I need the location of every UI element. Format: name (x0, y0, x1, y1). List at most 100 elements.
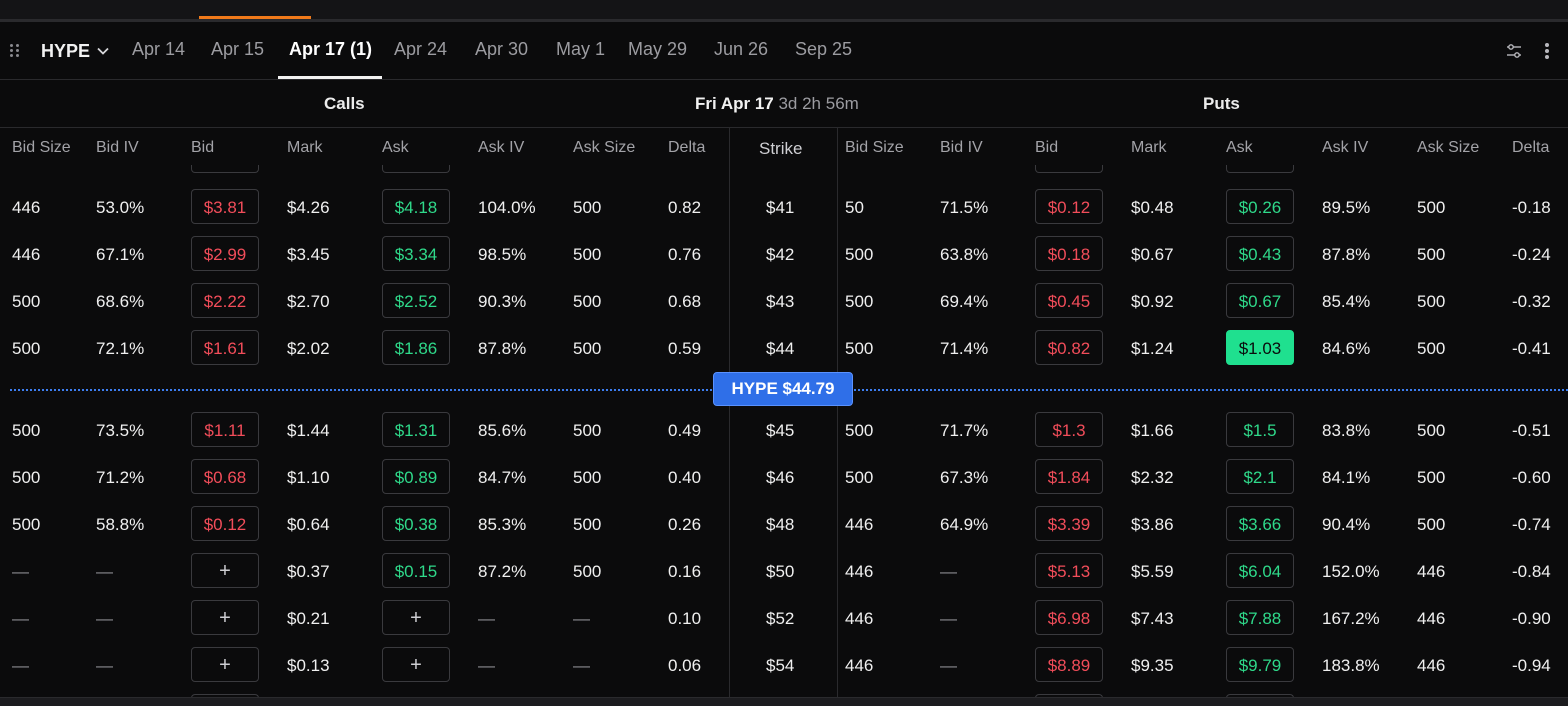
drag-handle-icon[interactable] (9, 43, 21, 59)
call-ask-size-cell: 500 (573, 562, 602, 581)
call-bid-iv-cell: — (96, 656, 113, 675)
column-header[interactable]: Ask IV (478, 139, 525, 156)
column-header[interactable]: Bid IV (96, 139, 139, 156)
put-bid-iv-cell: 71.5% (940, 198, 989, 217)
column-header[interactable]: Ask IV (1322, 139, 1369, 156)
put-ask-iv-cell: 90.4% (1322, 515, 1371, 534)
partial-ask-box (382, 165, 450, 173)
tab-expiry[interactable]: May 1 (556, 39, 606, 59)
call-ask-button[interactable]: $0.89 (382, 459, 450, 494)
column-header[interactable]: Bid Size (12, 139, 71, 156)
tab-expiry[interactable]: Apr 14 (132, 39, 186, 59)
column-header[interactable]: Ask Size (1417, 139, 1480, 156)
put-bid-button[interactable]: $0.18 (1035, 236, 1103, 271)
call-bid-button[interactable]: + (191, 647, 259, 682)
tab-expiry[interactable]: May 29 (628, 39, 688, 59)
chain-row: 446 67.1% $2.99 $3.45 $3.34 98.5% 500 0.76 $42 50… (0, 231, 1568, 278)
put-ask-button[interactable]: $0.67 (1226, 283, 1294, 318)
column-header[interactable]: Strike (759, 139, 803, 158)
call-bid-button[interactable]: $2.22 (191, 283, 259, 318)
call-ask-size-cell: 500 (573, 292, 602, 311)
column-header[interactable]: Ask (1226, 139, 1253, 156)
column-header[interactable]: Bid Size (845, 139, 904, 156)
strike-cell: $41 (766, 198, 795, 217)
call-mark-cell: $0.21 (287, 609, 330, 628)
more-vertical-icon[interactable] (1544, 42, 1550, 60)
put-bid-button[interactable]: $5.13 (1035, 553, 1103, 588)
put-ask-button[interactable]: $7.88 (1226, 600, 1294, 635)
put-bid-iv-cell: — (940, 609, 957, 628)
tab-expiry[interactable]: Apr 17 (1) (289, 39, 373, 59)
call-mark-cell: $0.37 (287, 562, 330, 581)
call-ask-button[interactable]: $2.52 (382, 283, 450, 318)
column-header[interactable]: Delta (668, 139, 706, 156)
column-header[interactable]: Ask (382, 139, 409, 156)
tab-expiry[interactable]: Sep 25 (795, 39, 853, 59)
column-header[interactable]: Mark (287, 139, 323, 156)
settings-sliders-icon[interactable] (1505, 42, 1523, 60)
put-ask-button[interactable]: $1.5 (1226, 412, 1294, 447)
put-ask-button[interactable]: $3.66 (1226, 506, 1294, 541)
call-ask-button[interactable]: + (382, 600, 450, 635)
put-ask-button[interactable]: $2.1 (1226, 459, 1294, 494)
call-bid-button[interactable]: $0.12 (191, 506, 259, 541)
column-header[interactable]: Bid IV (940, 139, 983, 156)
column-header[interactable]: Bid (191, 139, 215, 156)
call-ask-button[interactable]: $0.15 (382, 553, 450, 588)
call-bid-button[interactable]: $1.11 (191, 412, 259, 447)
call-bid-button[interactable]: $0.68 (191, 459, 259, 494)
call-ask-size-cell: — (573, 609, 590, 628)
column-header[interactable]: Mark (1131, 139, 1167, 156)
put-bid-button[interactable]: $3.39 (1035, 506, 1103, 541)
tab-expiry[interactable]: Apr 24 (394, 39, 448, 59)
chain-row: 500 71.2% $0.68 $1.10 $0.89 84.7% 500 0.40 $46 50… (0, 454, 1568, 501)
tab-expiry[interactable]: Apr 15 (211, 39, 265, 59)
put-bid-iv-cell: — (940, 562, 957, 581)
call-bid-button[interactable]: + (191, 600, 259, 635)
call-ask-button[interactable]: $0.38 (382, 506, 450, 541)
strike-cell: $52 (766, 609, 795, 628)
call-ask-button[interactable]: $3.34 (382, 236, 450, 271)
put-bid-button[interactable]: $1.84 (1035, 459, 1103, 494)
call-ask-button[interactable]: $4.18 (382, 189, 450, 224)
put-bid-button[interactable]: $0.82 (1035, 330, 1103, 365)
call-bid-button[interactable]: $2.99 (191, 236, 259, 271)
put-ask-button[interactable]: $0.26 (1226, 189, 1294, 224)
call-bid-button[interactable]: $3.81 (191, 189, 259, 224)
put-mark-cell: $0.92 (1131, 292, 1174, 311)
call-mark-cell: $1.44 (287, 421, 330, 440)
put-bid-iv-cell: 63.8% (940, 245, 989, 264)
call-ask-size-cell: — (573, 656, 590, 675)
call-bid-button[interactable]: + (191, 553, 259, 588)
put-bid-button[interactable]: $0.12 (1035, 189, 1103, 224)
strike-cell: $48 (766, 515, 795, 534)
call-ask-button[interactable]: + (382, 647, 450, 682)
active-panel-accent (199, 16, 311, 19)
column-header[interactable]: Ask Size (573, 139, 636, 156)
column-header[interactable]: Delta (1512, 139, 1550, 156)
chain-row: 500 73.5% $1.11 $1.44 $1.31 85.6% 500 0.49 $45 50… (0, 407, 1568, 454)
put-ask-button[interactable]: $6.04 (1226, 553, 1294, 588)
put-ask-button[interactable]: $9.79 (1226, 647, 1294, 682)
call-bid-button[interactable]: $1.61 (191, 330, 259, 365)
call-ask-button[interactable]: $1.31 (382, 412, 450, 447)
put-bid-button[interactable]: $6.98 (1035, 600, 1103, 635)
put-bid-button[interactable]: $0.45 (1035, 283, 1103, 318)
put-bid-size-cell: 500 (845, 292, 874, 311)
call-delta-cell: 0.10 (668, 609, 702, 628)
put-bid-button[interactable]: $1.3 (1035, 412, 1103, 447)
put-ask-size-cell: 446 (1417, 562, 1446, 581)
put-bid-button[interactable]: $8.89 (1035, 647, 1103, 682)
tab-expiry[interactable]: Apr 30 (475, 39, 529, 59)
call-ask-button[interactable]: $1.86 (382, 330, 450, 365)
column-header[interactable]: Bid (1035, 139, 1059, 156)
call-mark-cell: $2.02 (287, 339, 330, 358)
put-ask-size-cell: 500 (1417, 339, 1446, 358)
put-mark-cell: $9.35 (1131, 656, 1174, 675)
put-ask-button[interactable]: $0.43 (1226, 236, 1294, 271)
call-ask-iv-cell: 104.0% (478, 198, 536, 217)
put-ask-button[interactable]: $1.03 (1226, 330, 1294, 365)
call-bid-size-cell: — (12, 656, 29, 675)
asset-selector[interactable]: HYPE (41, 39, 110, 63)
tab-expiry[interactable]: Jun 26 (714, 39, 769, 59)
